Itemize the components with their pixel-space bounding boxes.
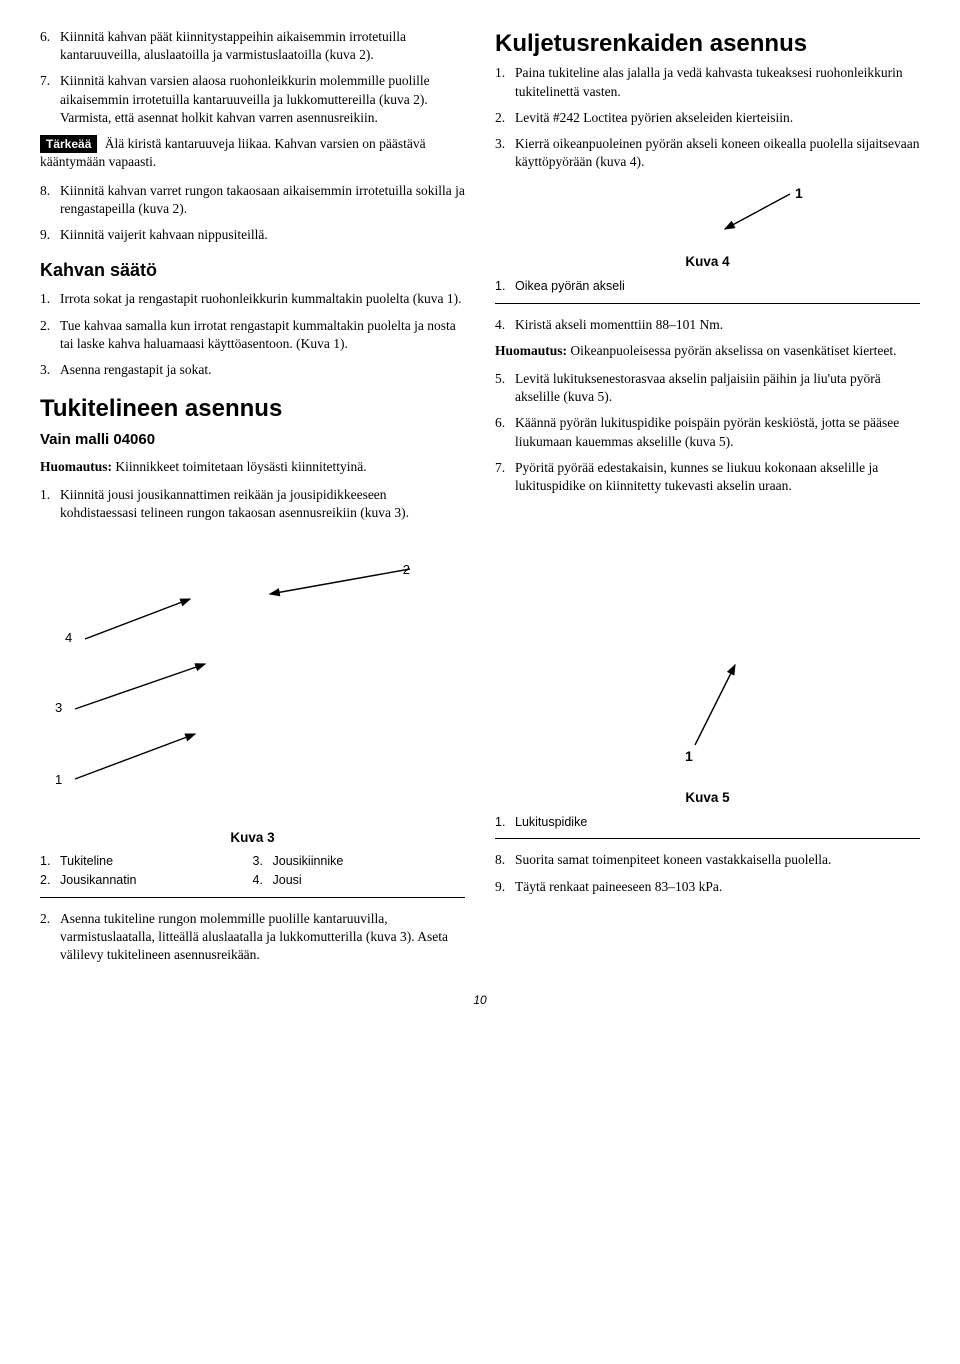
item-number: 5. [495,370,515,406]
item-number: 1. [40,290,60,308]
item-text: Kiinnitä kahvan varret rungon takaosaan … [60,182,465,218]
list-item: 2. Asenna tukiteline rungon molemmille p… [40,910,465,965]
figure-4-caption: Kuva 4 [495,253,920,271]
list-item: 9. Täytä renkaat paineeseen 83–103 kPa. [495,878,920,896]
legend-cell: 1.Tukiteline [40,853,253,870]
legend-cell: 3.Jousikiinnike [253,853,466,870]
handle-adjust-heading: Kahvan säätö [40,258,465,282]
note-label: Huomautus: [40,459,112,474]
callout-4: 4 [65,629,72,647]
item-number: 3. [495,135,515,171]
list-item: 4. Kiristä akseli momenttiin 88–101 Nm. [495,316,920,334]
list-item: 1. Paina tukiteline alas jalalla ja vedä… [495,64,920,100]
note-text: Oikeanpuoleisessa pyörän akselissa on va… [570,343,896,358]
callout-1: 1 [685,747,693,766]
figure-3: 2 4 3 1 [40,539,465,819]
item-number: 7. [40,72,60,127]
list-item: 5. Levitä lukituksenestorasvaa akselin p… [495,370,920,406]
legend-row: 1.Lukituspidike [495,814,920,831]
item-number: 2. [495,109,515,127]
list-item: 3. Kierrä oikeanpuoleinen pyörän akseli … [495,135,920,171]
note-label: Huomautus: [495,343,567,358]
item-text: Kiinnitä kahvan varsien alaosa ruohonlei… [60,72,465,127]
figure-5-caption: Kuva 5 [495,789,920,807]
divider [495,838,920,839]
left-column: 6. Kiinnitä kahvan päät kiinnitystappeih… [40,28,465,972]
item-text: Kiinnitä vaijerit kahvaan nippusiteillä. [60,226,465,244]
callout-1: 1 [55,771,62,789]
item-text: Paina tukiteline alas jalalla ja vedä ka… [515,64,920,100]
item-number: 4. [495,316,515,334]
callout-2: 2 [403,561,410,579]
item-number: 2. [40,317,60,353]
list-item: 7. Pyöritä pyörää edestakaisin, kunnes s… [495,459,920,495]
item-text: Pyöritä pyörää edestakaisin, kunnes se l… [515,459,920,495]
kickstand-subheading: Vain malli 04060 [40,430,465,450]
figure-4-arrow: 1 [495,179,920,249]
list-item: 6. Käännä pyörän lukituspidike poispäin … [495,414,920,450]
list-item: 6. Kiinnitä kahvan päät kiinnitystappeih… [40,28,465,64]
note-text: Kiinnikkeet toimitetaan löysästi kiinnit… [115,459,366,474]
divider [495,303,920,304]
item-text: Kierrä oikeanpuoleinen pyörän akseli kon… [515,135,920,171]
right-column: Kuljetusrenkaiden asennus 1. Paina tukit… [495,28,920,972]
item-number: 7. [495,459,515,495]
legend-cell: 2.Jousikannatin [40,872,253,889]
wheels-heading: Kuljetusrenkaiden asennus [495,28,920,60]
legend-row: 1.Oikea pyörän akseli [495,278,920,295]
page-number: 10 [40,992,920,1008]
item-text: Levitä #242 Loctitea pyörien akseleiden … [515,109,920,127]
list-item: 3. Asenna rengastapit ja sokat. [40,361,465,379]
item-text: Kiinnitä jousi jousikannattimen reikään … [60,486,465,522]
item-number: 8. [495,851,515,869]
figure-3-arrows [40,539,480,819]
two-column-layout: 6. Kiinnitä kahvan päät kiinnitystappeih… [40,28,920,972]
list-item: 8. Suorita samat toimenpiteet koneen vas… [495,851,920,869]
item-text: Kiristä akseli momenttiin 88–101 Nm. [515,316,920,334]
important-badge: Tärkeää [40,135,97,153]
item-number: 6. [40,28,60,64]
item-number: 3. [40,361,60,379]
figure-3-caption: Kuva 3 [40,829,465,847]
list-item: 9. Kiinnitä vaijerit kahvaan nippusiteil… [40,226,465,244]
figure-5-arrow: 1 [495,525,920,785]
legend-cell: 1.Lukituspidike [495,814,920,831]
callout-1: 1 [795,184,803,203]
arrow-icon [495,525,935,785]
item-text: Suorita samat toimenpiteet koneen vastak… [515,851,920,869]
item-text: Käännä pyörän lukituspidike poispäin pyö… [515,414,920,450]
item-number: 1. [40,486,60,522]
kickstand-note: Huomautus: Kiinnikkeet toimitetaan löysä… [40,458,465,476]
item-number: 9. [40,226,60,244]
item-text: Kiinnitä kahvan päät kiinnitystappeihin … [60,28,465,64]
note: Huomautus: Oikeanpuoleisessa pyörän akse… [495,342,920,360]
item-text: Tue kahvaa samalla kun irrotat rengastap… [60,317,465,353]
legend-cell: 4.Jousi [253,872,466,889]
item-text: Asenna rengastapit ja sokat. [60,361,465,379]
legend-cell: 1.Oikea pyörän akseli [495,278,920,295]
divider [40,897,465,898]
important-note: Tärkeää Älä kiristä kantaruuveja liikaa.… [40,135,465,171]
item-number: 8. [40,182,60,218]
kickstand-heading: Tukitelineen asennus [40,393,465,425]
callout-3: 3 [55,699,62,717]
item-number: 9. [495,878,515,896]
list-item: 7. Kiinnitä kahvan varsien alaosa ruohon… [40,72,465,127]
list-item: 1. Kiinnitä jousi jousikannattimen reikä… [40,486,465,522]
item-number: 6. [495,414,515,450]
legend-row: 2.Jousikannatin 4.Jousi [40,872,465,889]
list-item: 1. Irrota sokat ja rengastapit ruohonlei… [40,290,465,308]
legend-row: 1.Tukiteline 3.Jousikiinnike [40,853,465,870]
list-item: 8. Kiinnitä kahvan varret rungon takaosa… [40,182,465,218]
item-text: Täytä renkaat paineeseen 83–103 kPa. [515,878,920,896]
item-text: Irrota sokat ja rengastapit ruohonleikku… [60,290,465,308]
item-text: Levitä lukituksenestorasvaa akselin palj… [515,370,920,406]
item-number: 1. [495,64,515,100]
important-text: Älä kiristä kantaruuveja liikaa. Kahvan … [40,136,426,169]
list-item: 2. Levitä #242 Loctitea pyörien akseleid… [495,109,920,127]
item-text: Asenna tukiteline rungon molemmille puol… [60,910,465,965]
arrow-icon [495,179,935,249]
item-number: 2. [40,910,60,965]
list-item: 2. Tue kahvaa samalla kun irrotat rengas… [40,317,465,353]
